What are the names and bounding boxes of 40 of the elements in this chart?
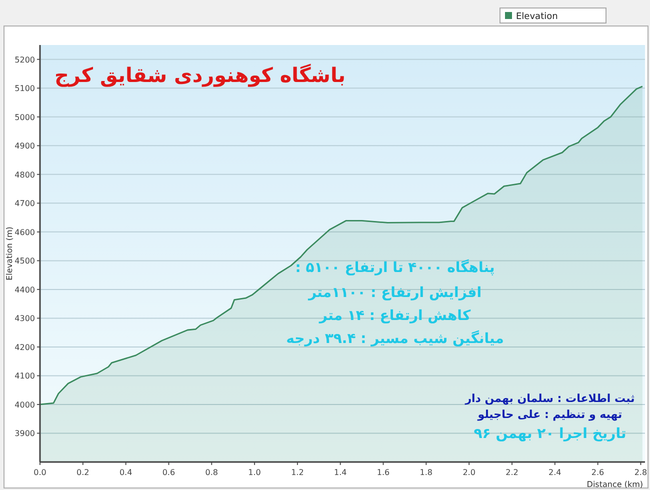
x-tick-label: 2.0 — [462, 468, 476, 477]
x-tick-label: 0.8 — [205, 468, 218, 477]
x-tick-label: 1.4 — [334, 468, 347, 477]
y-axis-title: Elevation (m) — [5, 226, 14, 280]
annotation: کاهش ارتفاع : ۱۴ متر — [318, 308, 472, 324]
y-tick-label: 4600 — [14, 228, 35, 237]
annotation: تاریخ اجرا ۲۰ بهمن ۹۶ — [474, 426, 626, 442]
y-tick-label: 5000 — [14, 112, 35, 122]
x-tick-label: 0.4 — [119, 468, 132, 477]
x-tick-label: 2.6 — [591, 468, 604, 477]
x-tick-label: 1.0 — [248, 468, 261, 477]
annotation: میانگین شیب مسیر : ۳۹.۴ درجه — [286, 330, 504, 347]
y-tick-label: 4400 — [14, 285, 35, 294]
x-tick-label: 1.8 — [420, 468, 433, 477]
x-tick-label: 2.4 — [548, 468, 562, 477]
y-tick-label: 4800 — [14, 170, 35, 180]
annotation: ثبت اطلاعات : سلمان بهمن دار — [464, 392, 635, 405]
x-tick-label: 2.2 — [506, 468, 518, 477]
y-tick-label: 5100 — [14, 84, 35, 94]
text: باشگاه کوهنوردی شقایق کرج — [54, 63, 346, 87]
y-tick-label: 4500 — [14, 256, 35, 266]
y-tick-label: 4000 — [14, 400, 35, 410]
annotation: تهیه و تنظیم : علی حاجیلو — [476, 408, 622, 421]
annotation: افزایش ارتفاع : ۱۱۰۰متر — [307, 285, 482, 301]
y-tick-label: 5200 — [14, 55, 35, 64]
annotation: پناهگاه ۴۰۰۰ تا ارتفاع ۵۱۰۰ : — [295, 259, 495, 276]
legend-label: Elevation — [516, 12, 558, 22]
x-tick-label: 1.6 — [376, 468, 390, 477]
y-tick-label: 3900 — [14, 429, 35, 438]
y-tick-label: 4900 — [14, 142, 35, 151]
y-tick-label: 4700 — [14, 199, 35, 208]
x-tick-label: 1.2 — [291, 468, 304, 477]
x-tick-label: 2.8 — [634, 468, 648, 477]
y-tick-label: 4200 — [14, 342, 35, 352]
x-tick-label: 0.2 — [76, 468, 90, 477]
x-tick-label: 0.0 — [34, 468, 46, 477]
y-tick-label: 4300 — [14, 314, 35, 324]
x-axis-title: Distance (km) — [586, 480, 643, 489]
x-tick-label: 0.6 — [162, 468, 176, 477]
y-tick-label: 4100 — [14, 372, 35, 381]
